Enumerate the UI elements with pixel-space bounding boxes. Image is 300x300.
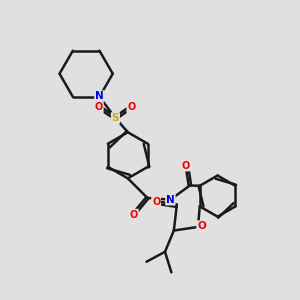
Text: O: O (197, 221, 206, 231)
Text: O: O (130, 209, 138, 220)
Text: N: N (166, 195, 175, 205)
Text: O: O (94, 102, 103, 112)
Text: O: O (127, 102, 136, 112)
Text: N: N (95, 91, 104, 101)
Text: S: S (112, 113, 119, 123)
Text: O: O (152, 197, 160, 208)
Text: O: O (182, 160, 190, 171)
